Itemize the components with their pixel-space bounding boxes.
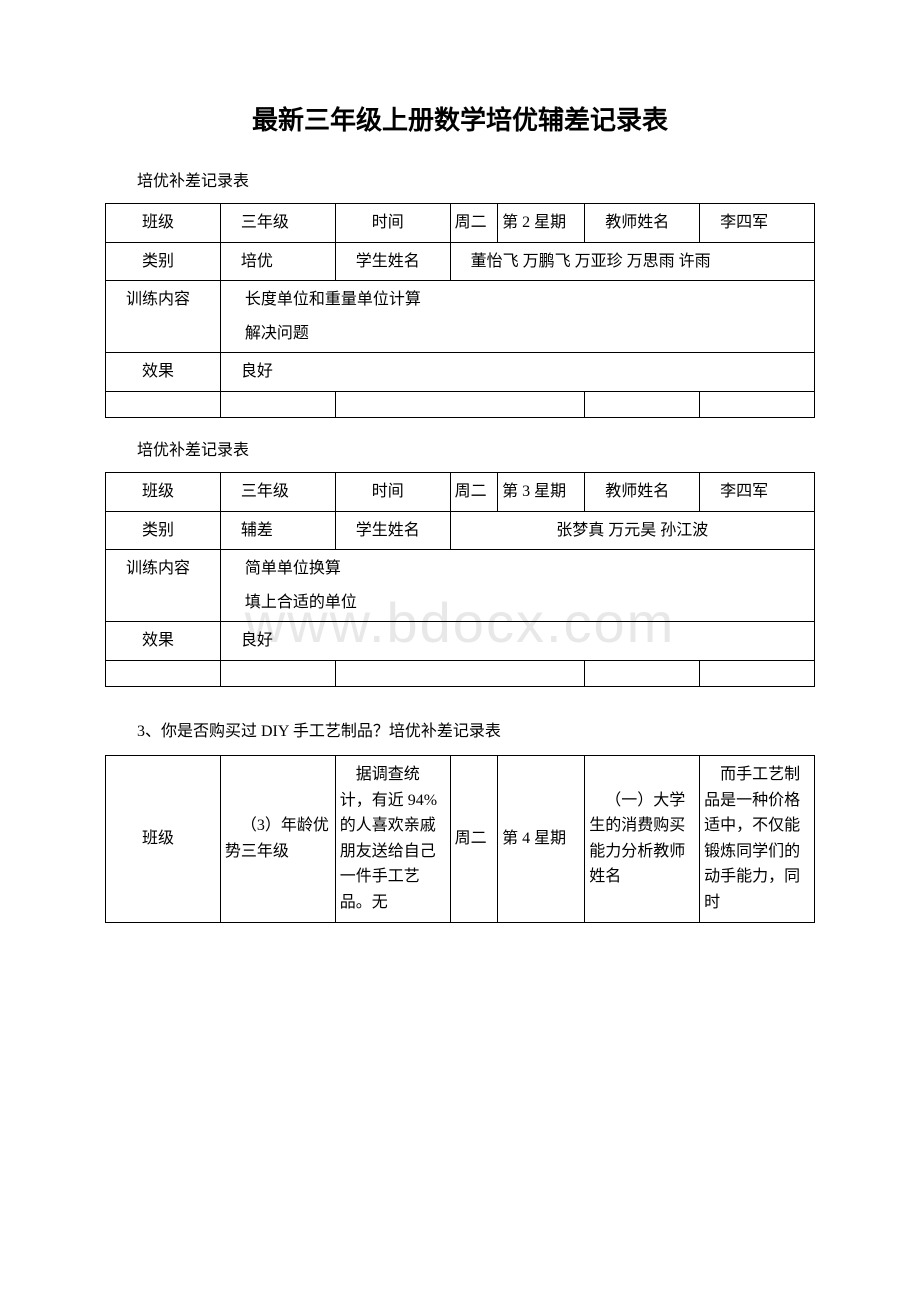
cell-type-label: 类别 <box>106 511 221 550</box>
table-row: 班级 三年级 时间 周二 第 2 星期 教师姓名 李四军 <box>106 204 815 243</box>
cell-week: 第 2 星期 <box>498 204 585 243</box>
training-line-1: 简单单位换算 <box>229 556 806 582</box>
empty-cell <box>106 391 221 417</box>
record-table-1: 班级 三年级 时间 周二 第 2 星期 教师姓名 李四军 类别 培优 学生姓名 … <box>105 203 815 418</box>
cell-student-names: 张梦真 万元昊 孙江波 <box>450 511 814 550</box>
table2-subtitle: 培优补差记录表 <box>105 436 815 460</box>
empty-cell <box>585 391 700 417</box>
table-row-empty <box>106 391 815 417</box>
cell-teacher-label: 教师姓名 <box>585 472 700 511</box>
cell-class-label: 班级 <box>106 472 221 511</box>
training-line-1: 长度单位和重量单位计算 <box>229 287 806 313</box>
page-content: 最新三年级上册数学培优辅差记录表 培优补差记录表 班级 三年级 时间 周二 第 … <box>105 100 815 923</box>
cell-result-label: 效果 <box>106 622 221 661</box>
cell-week: 第 4 星期 <box>498 755 585 922</box>
cell-analysis-text: （一）大学生的消费购买能力分析教师姓名 <box>585 755 700 922</box>
table-row-empty <box>106 660 815 686</box>
cell-class-value: （3）年龄优势三年级 <box>220 755 335 922</box>
table-row: 班级 三年级 时间 周二 第 3 星期 教师姓名 李四军 <box>106 472 815 511</box>
table1-subtitle: 培优补差记录表 <box>105 167 815 191</box>
cell-type-label: 类别 <box>106 242 221 281</box>
empty-cell <box>700 660 815 686</box>
cell-craft-text: 而手工艺制品是一种价格适中，不仅能锻炼同学们的动手能力，同时 <box>700 755 815 922</box>
cell-student-label: 学生姓名 <box>335 242 450 281</box>
cell-day: 周二 <box>450 204 498 243</box>
table-row: 训练内容 简单单位换算 填上合适的单位 <box>106 550 815 622</box>
record-table-2: 班级 三年级 时间 周二 第 3 星期 教师姓名 李四军 类别 辅差 学生姓名 … <box>105 472 815 687</box>
cell-teacher-name: 李四军 <box>700 472 815 511</box>
cell-training-label: 训练内容 <box>106 550 221 622</box>
empty-cell <box>585 660 700 686</box>
empty-cell <box>220 660 335 686</box>
empty-cell <box>220 391 335 417</box>
cell-teacher-name: 李四军 <box>700 204 815 243</box>
table-row: 效果 良好 <box>106 622 815 661</box>
cell-result-value: 良好 <box>220 353 814 392</box>
table-row: 类别 辅差 学生姓名 张梦真 万元昊 孙江波 <box>106 511 815 550</box>
cell-teacher-label: 教师姓名 <box>585 204 700 243</box>
cell-day: 周二 <box>450 755 498 922</box>
cell-week: 第 3 星期 <box>498 472 585 511</box>
cell-class-label: 班级 <box>106 755 221 922</box>
training-line-2: 解决问题 <box>229 321 806 347</box>
table-row: 效果 良好 <box>106 353 815 392</box>
cell-student-names: 董怡飞 万鹏飞 万亚珍 万思雨 许雨 <box>450 242 814 281</box>
record-table-3: 班级 （3）年龄优势三年级 据调查统计，有近 94%的人喜欢亲戚朋友送给自己一件… <box>105 755 815 923</box>
empty-cell <box>335 660 585 686</box>
cell-student-label: 学生姓名 <box>335 511 450 550</box>
table-row: 类别 培优 学生姓名 董怡飞 万鹏飞 万亚珍 万思雨 许雨 <box>106 242 815 281</box>
empty-cell <box>106 660 221 686</box>
cell-class-value: 三年级 <box>220 204 335 243</box>
empty-cell <box>335 391 585 417</box>
cell-training-content: 长度单位和重量单位计算 解决问题 <box>220 281 814 353</box>
cell-training-content: 简单单位换算 填上合适的单位 <box>220 550 814 622</box>
question-3: 3、你是否购买过 DIY 手工艺制品？培优补差记录表 <box>105 717 815 741</box>
training-line-2: 填上合适的单位 <box>229 590 806 616</box>
empty-cell <box>700 391 815 417</box>
table-row: 班级 （3）年龄优势三年级 据调查统计，有近 94%的人喜欢亲戚朋友送给自己一件… <box>106 755 815 922</box>
cell-type-value: 培优 <box>220 242 335 281</box>
cell-type-value: 辅差 <box>220 511 335 550</box>
cell-result-label: 效果 <box>106 353 221 392</box>
cell-class-label: 班级 <box>106 204 221 243</box>
cell-training-label: 训练内容 <box>106 281 221 353</box>
cell-survey-text: 据调查统计，有近 94%的人喜欢亲戚朋友送给自己一件手工艺品。无 <box>335 755 450 922</box>
cell-time-label: 时间 <box>335 472 450 511</box>
cell-result-value: 良好 <box>220 622 814 661</box>
page-title: 最新三年级上册数学培优辅差记录表 <box>105 100 815 137</box>
cell-day: 周二 <box>450 472 498 511</box>
cell-class-value: 三年级 <box>220 472 335 511</box>
table-row: 训练内容 长度单位和重量单位计算 解决问题 <box>106 281 815 353</box>
cell-time-label: 时间 <box>335 204 450 243</box>
